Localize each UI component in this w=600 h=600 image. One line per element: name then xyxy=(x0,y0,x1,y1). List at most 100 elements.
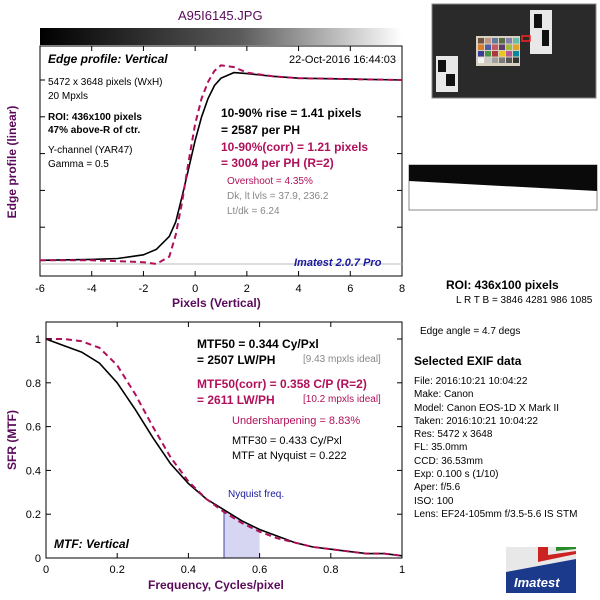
mtf-xtick-label: 0.8 xyxy=(323,564,338,576)
exif-line: Make: Canon xyxy=(414,389,474,401)
mtf50-corr-ideal: [10.2 mpxls ideal] xyxy=(303,394,381,405)
mtf-xtick-label: 0.4 xyxy=(181,564,196,576)
rise-value: 10-90% rise = 1.41 pixels xyxy=(221,106,362,120)
colorchecker-patch xyxy=(506,38,512,44)
imatest-logo-text: Imatest xyxy=(514,575,560,590)
rise-per-ph: = 2587 per PH xyxy=(221,123,301,137)
mtf-ytick-label: 0.2 xyxy=(26,509,41,521)
edge-xtick-label: -6 xyxy=(35,283,45,295)
mtf30-value: MTF30 = 0.433 Cy/Pxl xyxy=(232,435,342,447)
colorchecker-patch xyxy=(513,44,519,50)
exif-line: Exp: 0.100 s (1/10) xyxy=(414,469,499,481)
edge-gradient-bar xyxy=(40,28,402,45)
edge-angle: Edge angle = 4.7 degs xyxy=(420,326,521,337)
colorchecker-patch xyxy=(499,51,505,57)
colorchecker-patch xyxy=(492,44,498,50)
colorchecker-patch xyxy=(506,44,512,50)
colorchecker-patch xyxy=(506,57,512,63)
exif-line: Aper: f/5.6 xyxy=(414,482,461,494)
mtf-xlabel: Frequency, Cycles/pixel xyxy=(148,578,284,592)
edge-plot-title: Edge profile: Vertical xyxy=(48,52,168,66)
exif-line: Taken: 2016:10:21 10:04:22 xyxy=(414,415,538,427)
colorchecker-patch xyxy=(513,38,519,44)
colorchecker-patch xyxy=(492,57,498,63)
roi-info: ROI: 436x100 pixels xyxy=(48,112,142,123)
mtf-curve-corrected xyxy=(46,338,402,557)
mtf50-corr-lwph: = 2611 LW/PH xyxy=(197,393,275,407)
mtf-xtick-label: 0.6 xyxy=(252,564,267,576)
edge-xtick-label: -2 xyxy=(139,283,149,295)
exif-line: Model: Canon EOS-1D X Mark II xyxy=(414,402,560,414)
edge-xtick-label: 2 xyxy=(244,283,250,295)
edge-xtick-label: 6 xyxy=(347,283,353,295)
mtf-plot-title: MTF: Vertical xyxy=(54,537,129,551)
gamma-info: Gamma = 0.5 xyxy=(48,159,109,170)
mtf-ytick-label: 0.6 xyxy=(26,422,41,434)
colorchecker-patch xyxy=(478,44,484,50)
colorchecker-patch xyxy=(478,57,484,63)
exif-line: Res: 5472 x 3648 xyxy=(414,429,493,441)
mtf-ytick-label: 0 xyxy=(35,553,41,565)
mtf-nyquist-value: MTF at Nyquist = 0.222 xyxy=(232,450,347,462)
colorchecker-patch xyxy=(513,51,519,57)
mtf50-lwph: = 2507 LW/PH xyxy=(197,353,276,367)
colorchecker-patch xyxy=(485,51,491,57)
mtf-ytick-label: 0.4 xyxy=(26,465,41,477)
colorchecker-patches xyxy=(478,38,519,63)
exif-line: FL: 35.0mm xyxy=(414,442,468,454)
colorchecker-patch xyxy=(485,38,491,44)
colorchecker-patch xyxy=(499,57,505,63)
exif-line: File: 2016:10:21 10:04:22 xyxy=(414,376,528,387)
mtf-plot-ticks: 0 0.2 0.4 0.6 0.8 1 0 0.2 0.4 0.6 0.8 1 xyxy=(26,322,405,576)
roi-marker xyxy=(521,35,531,42)
edge-xtick-label: 8 xyxy=(399,283,405,295)
colorchecker-patch xyxy=(478,51,484,57)
colorchecker-patch xyxy=(478,38,484,44)
edge-curve-corrected xyxy=(40,64,402,266)
nyquist-region xyxy=(224,509,260,558)
mtf-ytick-label: 0.8 xyxy=(26,378,41,390)
file-title: A95I6145.JPG xyxy=(178,8,263,23)
image-size-info: 5472 x 3648 pixels (WxH) xyxy=(48,77,163,88)
rise-corr-per-ph: = 3004 per PH (R=2) xyxy=(221,156,334,170)
exif-title: Selected EXIF data xyxy=(414,354,522,368)
roi-position-info: 47% above-R of ctr. xyxy=(48,125,141,136)
mtf-curve-measured xyxy=(46,338,402,557)
mtf50-value: MTF50 = 0.344 Cy/Pxl xyxy=(197,337,319,351)
light-dark-ratio: Lt/dk = 6.24 xyxy=(227,206,280,217)
mtf-xtick-label: 0.2 xyxy=(110,564,125,576)
colorchecker-patch xyxy=(506,51,512,57)
mtf50-ideal: [9.43 mpxls ideal] xyxy=(303,354,381,365)
colorchecker-patch xyxy=(492,51,498,57)
edge-plot-datetime: 22-Oct-2016 16:44:03 xyxy=(289,54,397,66)
imatest-logo-graphic xyxy=(506,547,576,593)
undersharpening-value: Undersharpening = 8.83% xyxy=(232,415,361,427)
levels-value: Dk, lt lvls = 37.9, 236.2 xyxy=(227,191,329,202)
overshoot-value: Overshoot = 4.35% xyxy=(227,176,313,187)
megapixels-info: 20 Mpxls xyxy=(48,91,89,102)
edge-xlabel: Pixels (Vertical) xyxy=(172,296,261,310)
mtf-ylabel: SFR (MTF) xyxy=(5,410,19,470)
mtf-ytick-label: 1 xyxy=(35,334,41,346)
colorchecker-patch xyxy=(492,38,498,44)
colorchecker-patch xyxy=(485,44,491,50)
channel-info: Y-channel (YAR47) xyxy=(48,145,133,156)
mtf-plot-frame xyxy=(45,321,403,559)
edge-ylabel: Edge profile (linear) xyxy=(5,105,19,219)
exif-line: ISO: 100 xyxy=(414,495,454,507)
exif-line: CCD: 36.53mm xyxy=(414,455,483,467)
exif-line: Lens: EF24-105mm f/3.5-5.6 IS STM xyxy=(414,508,578,520)
imatest-version: Imatest 2.0.7 Pro xyxy=(294,257,382,269)
colorchecker-patch xyxy=(499,44,505,50)
edge-xtick-label: 4 xyxy=(296,283,302,295)
edge-xtick-label: 0 xyxy=(192,283,198,295)
mtf50-corr-value: MTF50(corr) = 0.358 C/P (R=2) xyxy=(197,377,367,391)
colorchecker-patch xyxy=(485,57,491,63)
edge-plot-frame xyxy=(39,45,403,277)
mtf-xtick-label: 0 xyxy=(43,564,49,576)
colorchecker-patch xyxy=(499,38,505,44)
rise-corr-value: 10-90%(corr) = 1.21 pixels xyxy=(221,140,369,154)
colorchecker-patch xyxy=(513,57,519,63)
roi-crop-preview xyxy=(408,164,598,211)
